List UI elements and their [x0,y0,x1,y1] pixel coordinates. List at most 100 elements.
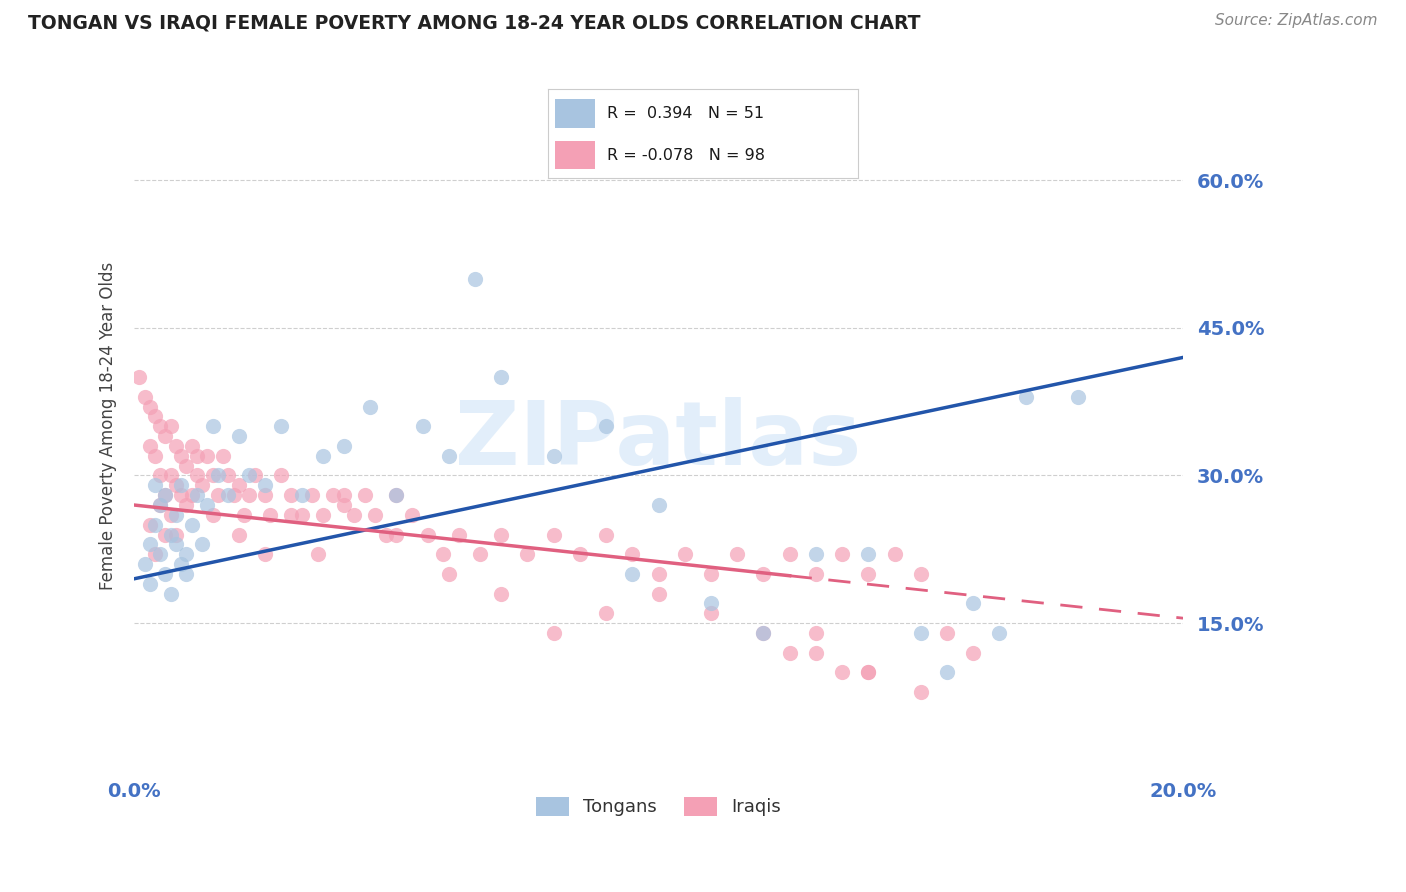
Point [143,547,166,561]
Point [779,547,801,561]
FancyBboxPatch shape [554,99,595,128]
Point [988,626,1011,640]
Point [437,449,460,463]
Point [180,488,202,502]
Point [159,586,181,600]
Point [385,488,408,502]
Point [201,508,224,522]
Point [254,547,277,561]
Point [212,449,235,463]
Point [333,488,356,502]
Point [936,665,959,680]
Point [191,537,214,551]
Point [962,596,984,610]
Point [647,566,669,581]
Point [170,488,193,502]
Point [752,626,775,640]
Point [752,566,775,581]
Point [353,488,375,502]
Point [568,547,591,561]
Point [186,488,208,502]
Point [910,566,932,581]
Point [165,478,187,492]
Text: Source: ZipAtlas.com: Source: ZipAtlas.com [1215,13,1378,29]
Point [374,527,396,541]
Point [595,607,617,621]
Point [883,547,905,561]
Point [401,508,423,522]
Point [647,586,669,600]
Point [291,488,314,502]
Point [333,498,356,512]
Point [910,626,932,640]
Point [700,596,723,610]
Point [359,400,381,414]
Point [412,419,434,434]
Text: R = -0.078   N = 98: R = -0.078 N = 98 [607,148,765,162]
Text: ZIPatlas: ZIPatlas [456,397,862,483]
Point [432,547,454,561]
Point [201,419,224,434]
Point [254,478,277,492]
Point [270,419,292,434]
Point [858,665,880,680]
Point [186,449,208,463]
Point [143,478,166,492]
Point [143,449,166,463]
Point [228,429,250,443]
Point [301,488,323,502]
Point [222,488,245,502]
Point [238,468,260,483]
Point [312,449,335,463]
Point [385,488,408,502]
Point [280,488,302,502]
Point [804,547,827,561]
Point [333,439,356,453]
Point [139,576,162,591]
Point [186,468,208,483]
Point [159,527,181,541]
Point [621,547,644,561]
Point [1015,390,1038,404]
Point [804,646,827,660]
Point [595,419,617,434]
Point [159,508,181,522]
Point [543,449,565,463]
Point [543,626,565,640]
Point [228,527,250,541]
Point [197,449,219,463]
Point [217,468,239,483]
Point [238,488,260,502]
Point [779,646,801,660]
Point [280,508,302,522]
Point [201,468,224,483]
Point [254,488,277,502]
Point [155,488,177,502]
Point [312,508,335,522]
Point [228,478,250,492]
Point [143,409,166,424]
Point [180,439,202,453]
Point [155,527,177,541]
Point [831,665,853,680]
Point [543,527,565,541]
Point [385,527,408,541]
Point [621,566,644,581]
Point [176,498,198,512]
Point [291,508,314,522]
Point [700,566,723,581]
Point [149,468,172,483]
Point [170,449,193,463]
Point [139,517,162,532]
Point [700,607,723,621]
Point [159,468,181,483]
Text: TONGAN VS IRAQI FEMALE POVERTY AMONG 18-24 YEAR OLDS CORRELATION CHART: TONGAN VS IRAQI FEMALE POVERTY AMONG 18-… [28,13,921,32]
Point [139,400,162,414]
Point [155,488,177,502]
Point [489,370,512,384]
Point [170,557,193,571]
Point [1067,390,1090,404]
Point [180,517,202,532]
Point [962,646,984,660]
Point [176,458,198,473]
